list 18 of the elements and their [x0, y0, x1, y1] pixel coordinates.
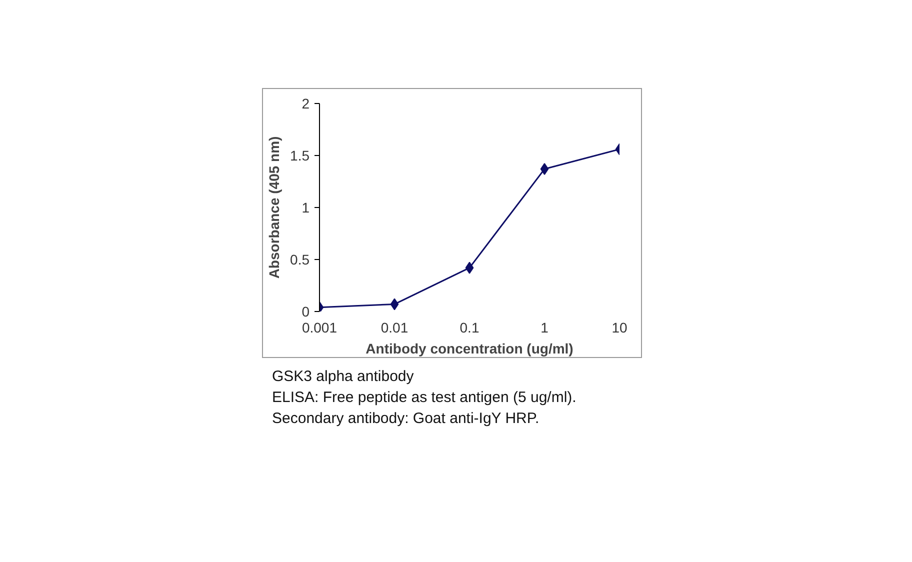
x-tick-label: 10	[612, 320, 628, 336]
y-tick-label: 1	[302, 200, 310, 216]
point	[540, 163, 549, 176]
y-tick-label: 0.5	[290, 252, 310, 268]
y-axis-title: Absorbance (405 nm)	[266, 136, 282, 279]
y-tick-label: 1.5	[290, 148, 310, 164]
x-tick-label: 0.01	[380, 320, 408, 336]
point	[465, 262, 474, 274]
text: Secondary antibody: Goat anti-IgY HRP.	[272, 410, 540, 427]
x-tick-label: 1	[540, 320, 549, 336]
y-tick-label: 2	[302, 96, 310, 112]
text: GSK3 alpha antibody	[272, 368, 414, 385]
x-tick-label: 0.1	[460, 320, 480, 336]
text: ELISA: Free peptide as test antigen (5 ug/ml).	[272, 389, 576, 406]
x-axis-title: Antibody concentration (ug/ml)	[366, 340, 574, 356]
y-tick-label: 0	[302, 304, 310, 320]
point	[390, 298, 399, 310]
x-tick-label: 0.001	[302, 320, 338, 336]
